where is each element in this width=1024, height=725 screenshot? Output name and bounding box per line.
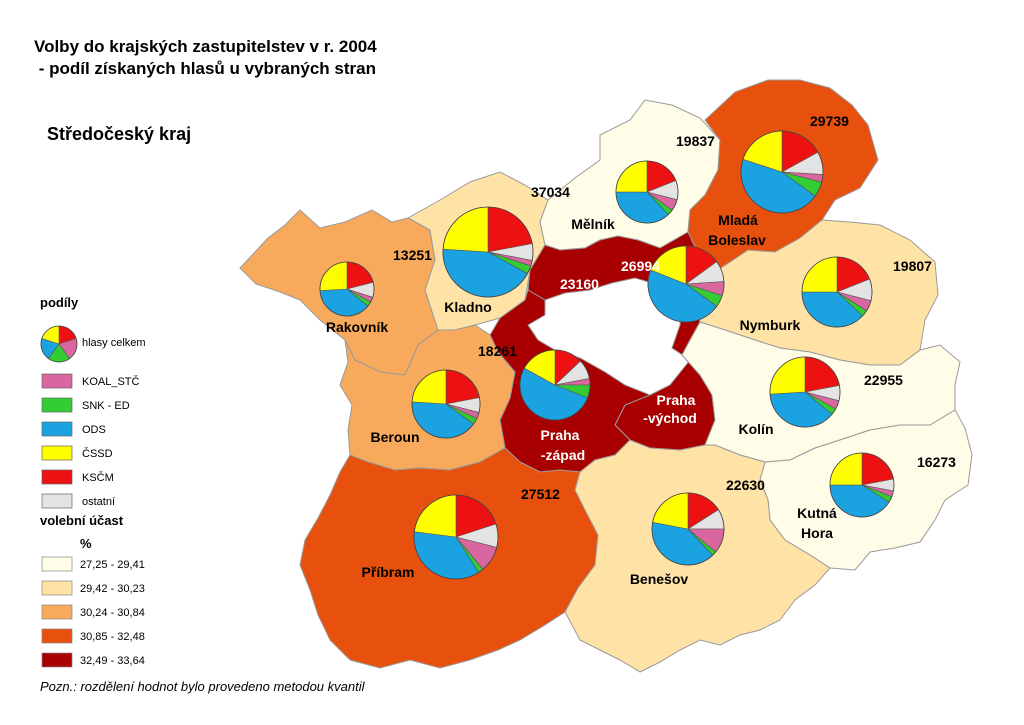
district-layer [239,79,973,673]
map-title-line-1: Volby do krajských zastupitelstev v r. 2… [34,37,377,56]
legend-turnout-swatch-1 [41,556,73,572]
total-votes-beroun: 18261 [478,343,517,359]
pie-kutna-hora-outline [829,452,895,518]
district-label-kutna-hora-2: Hora [801,525,833,541]
total-votes-kladno: 37034 [531,184,570,200]
total-votes-benesov: 22630 [726,477,765,493]
pie-melnik-outline [615,160,679,224]
legend-turnout-heading: volební účast [40,513,124,528]
pie-nymburk [801,256,873,328]
map-title-line-2: - podíl získaných hlasů u vybraných stra… [34,59,376,78]
pie-mlada-boleslav-outline [740,130,824,214]
pie-layer [319,130,895,580]
pie-beroun-outline [411,369,481,439]
district-label-benesov: Benešov [630,571,689,587]
footnote: Pozn.: rozdělení hodnot bylo provedeno m… [40,679,365,694]
district-label-kladno: Kladno [444,299,491,315]
total-votes-melnik: 19837 [676,133,715,149]
legend-swatch-cssd [41,445,73,461]
district-label-mlada-boleslav: Mladá [718,212,758,228]
pie-pribram [413,494,499,580]
legend-label-ostatni: ostatní [82,496,115,508]
district-label-beroun: Beroun [371,429,420,445]
legend-turnout-swatch-2 [41,580,73,596]
legend-swatch-kscm [41,469,73,485]
district-label-kolin: Kolín [739,421,774,437]
district-label-praha-vychod-2: -východ [643,410,697,426]
legend-label-kscm: KSČM [82,471,114,484]
legend-swatch-ods [41,421,73,437]
pie-rakovnik-outline [319,261,375,317]
pie-melnik [615,160,679,224]
pie-kladno [442,206,534,298]
legend-swatch-snk-ed [41,397,73,413]
pie-pribram-outline [413,494,499,580]
legend-turnout-label-3: 30,24 - 30,84 [80,607,145,619]
legend-turnout-label-4: 30,85 - 32,48 [80,631,145,643]
region-title: Středočeský kraj [47,124,192,144]
legend-label-cssd: ČSSD [82,447,113,460]
pie-benesov-outline [651,492,725,566]
legend-share-heading: podíly [40,295,79,310]
total-votes-nymburk: 19807 [893,258,932,274]
district-label-pribram: Příbram [362,564,415,580]
district-label-praha-vychod: Praha [657,392,696,408]
pie-praha-zapad-outline [519,349,591,421]
legend-turnout-label-5: 32,49 - 33,64 [80,655,145,667]
legend-pie-sample [40,325,78,363]
legend-party-list: KOAL_STČ SNK - ED ODS ČSSD KSČM ostatní [41,373,140,509]
legend-label-koal-stc: KOAL_STČ [82,375,140,388]
legend-swatch-ostatni [41,493,73,509]
total-votes-kutna-hora: 16273 [917,454,956,470]
pie-benesov [651,492,725,566]
pie-rakovnik [319,261,375,317]
legend-pie [40,325,78,363]
total-votes-kolin: 22955 [864,372,903,388]
district-label-kutna-hora: Kutná [797,505,837,521]
pie-praha-zapad [519,349,591,421]
district-label-mlada-boleslav-2: Boleslav [708,232,766,248]
legend: podíly hlasy celkem KOAL_STČ SNK - ED ODS Č… [40,295,146,668]
legend-swatch-koal-stc [41,373,73,389]
pie-praha-vychod [647,245,725,323]
total-votes-praha-vychod: 26994 [621,258,660,274]
legend-label-ods: ODS [82,424,106,436]
legend-label-snk-ed: SNK - ED [82,400,130,412]
legend-turnout-swatch-4 [41,628,73,644]
district-label-praha-zapad-2: -západ [541,447,585,463]
pie-praha-vychod-outline [647,245,725,323]
legend-turnout-unit: % [80,536,92,551]
total-votes-praha-zapad: 23160 [560,276,599,292]
legend-turnout-swatch-3 [41,604,73,620]
district-label-praha-zapad: Praha [541,427,580,443]
district-label-melnik: Mělník [571,216,615,232]
legend-pie-outline [40,325,78,363]
total-votes-pribram: 27512 [521,486,560,502]
pie-kladno-outline [442,206,534,298]
legend-turnout-list: 27,25 - 29,41 29,42 - 30,23 30,24 - 30,84 3… [41,556,145,668]
district-label-rakovnik: Rakovník [326,319,388,335]
pie-mlada-boleslav [740,130,824,214]
total-votes-rakovnik: 13251 [393,247,432,263]
legend-pie-label: hlasy celkem [82,337,146,349]
pie-kolin [769,356,841,428]
legend-turnout-swatch-5 [41,652,73,668]
pie-kolin-outline [769,356,841,428]
legend-turnout-label-1: 27,25 - 29,41 [80,559,145,571]
pie-kutna-hora [829,452,895,518]
legend-turnout-label-2: 29,42 - 30,23 [80,583,145,595]
district-label-nymburk: Nymburk [740,317,801,333]
map-title: Volby do krajských zastupitelstev v r. 2… [34,36,377,80]
total-votes-mlada-boleslav: 29739 [810,113,849,129]
pie-nymburk-outline [801,256,873,328]
pie-beroun [411,369,481,439]
